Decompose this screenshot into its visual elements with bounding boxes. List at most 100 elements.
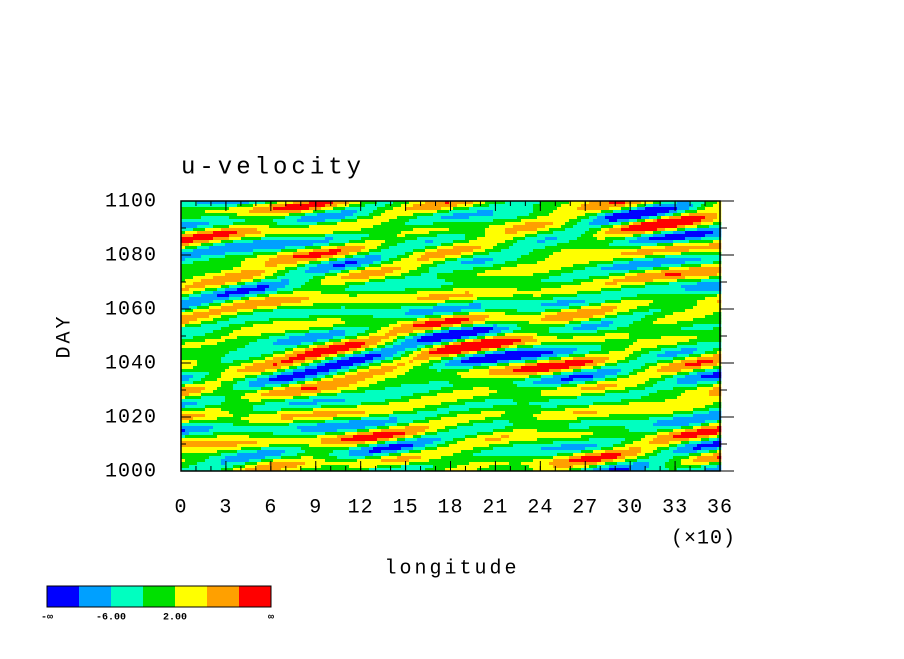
field-cell xyxy=(717,252,722,256)
field-cell xyxy=(505,207,510,211)
field-cell xyxy=(509,273,514,277)
field-cell xyxy=(473,291,478,295)
field-cell xyxy=(429,246,434,250)
field-cell xyxy=(653,300,658,304)
field-cell xyxy=(221,231,226,235)
field-cell xyxy=(305,234,310,238)
field-cell xyxy=(401,252,406,256)
field-cell xyxy=(469,234,474,238)
field-cell xyxy=(609,297,614,301)
field-cell xyxy=(189,249,194,253)
field-cell xyxy=(285,306,290,310)
field-cell xyxy=(717,285,722,289)
field-cell xyxy=(185,246,190,250)
field-cell xyxy=(329,285,334,289)
field-cell xyxy=(609,300,614,304)
field-cell xyxy=(557,243,562,247)
field-cell xyxy=(505,282,510,286)
field-cell xyxy=(549,276,554,280)
field-cell xyxy=(245,297,250,301)
field-cell xyxy=(661,213,666,217)
field-cell xyxy=(533,294,538,298)
field-cell xyxy=(497,288,502,292)
field-cell xyxy=(461,309,466,313)
field-cell xyxy=(241,258,246,262)
field-cell xyxy=(585,240,590,244)
field-cell xyxy=(509,216,514,220)
field-cell xyxy=(401,249,406,253)
field-cell xyxy=(277,204,282,208)
field-cell xyxy=(621,288,626,292)
field-cell xyxy=(457,246,462,250)
field-cell xyxy=(437,210,442,214)
field-cell xyxy=(193,240,198,244)
field-cell xyxy=(649,246,654,250)
field-cell xyxy=(309,264,314,268)
field-cell xyxy=(225,210,230,214)
field-cell xyxy=(617,294,622,298)
field-cell xyxy=(361,267,366,271)
field-cell xyxy=(349,309,354,313)
field-cell xyxy=(565,210,570,214)
field-cell xyxy=(365,240,370,244)
field-cell xyxy=(321,237,326,241)
field-cell xyxy=(429,252,434,256)
field-cell xyxy=(413,261,418,265)
field-cell xyxy=(657,234,662,238)
field-cell xyxy=(409,306,414,310)
field-cell xyxy=(389,291,394,295)
field-cell xyxy=(693,300,698,304)
field-cell xyxy=(189,237,194,241)
field-cell xyxy=(577,282,582,286)
field-cell xyxy=(529,285,534,289)
field-cell xyxy=(221,297,226,301)
field-cell xyxy=(625,258,630,262)
field-cell xyxy=(493,216,498,220)
field-cell xyxy=(621,243,626,247)
field-cell xyxy=(717,276,722,280)
field-cell xyxy=(249,288,254,292)
field-cell xyxy=(505,306,510,310)
field-cell xyxy=(653,222,658,226)
field-cell xyxy=(565,288,570,292)
field-cell xyxy=(693,228,698,232)
field-cell xyxy=(185,264,190,268)
field-cell xyxy=(469,225,474,229)
field-cell xyxy=(461,216,466,220)
field-cell xyxy=(709,228,714,232)
field-cell xyxy=(269,297,274,301)
field-cell xyxy=(245,306,250,310)
field-cell xyxy=(273,288,278,292)
field-cell xyxy=(549,246,554,250)
field-cell xyxy=(285,201,290,205)
field-cell xyxy=(713,237,718,241)
field-cell xyxy=(241,219,246,223)
field-cell xyxy=(309,279,314,283)
field-cell xyxy=(665,279,670,283)
field-cell xyxy=(541,240,546,244)
field-cell xyxy=(349,276,354,280)
field-cell xyxy=(549,237,554,241)
field-cell xyxy=(465,201,470,205)
field-cell xyxy=(225,261,230,265)
field-cell xyxy=(401,264,406,268)
field-cell xyxy=(689,300,694,304)
field-cell xyxy=(533,288,538,292)
field-cell xyxy=(453,213,458,217)
field-cell xyxy=(649,237,654,241)
field-cell xyxy=(501,273,506,277)
field-cell xyxy=(529,204,534,208)
field-cell xyxy=(233,291,238,295)
field-cell xyxy=(393,207,398,211)
field-cell xyxy=(369,219,374,223)
field-cell xyxy=(665,243,670,247)
field-cell xyxy=(681,216,686,220)
field-cell xyxy=(293,267,298,271)
field-cell xyxy=(513,222,518,226)
field-cell xyxy=(317,228,322,232)
field-cell xyxy=(357,303,362,307)
field-cell xyxy=(429,213,434,217)
field-cell xyxy=(565,240,570,244)
field-cell xyxy=(553,267,558,271)
field-cell xyxy=(549,273,554,277)
